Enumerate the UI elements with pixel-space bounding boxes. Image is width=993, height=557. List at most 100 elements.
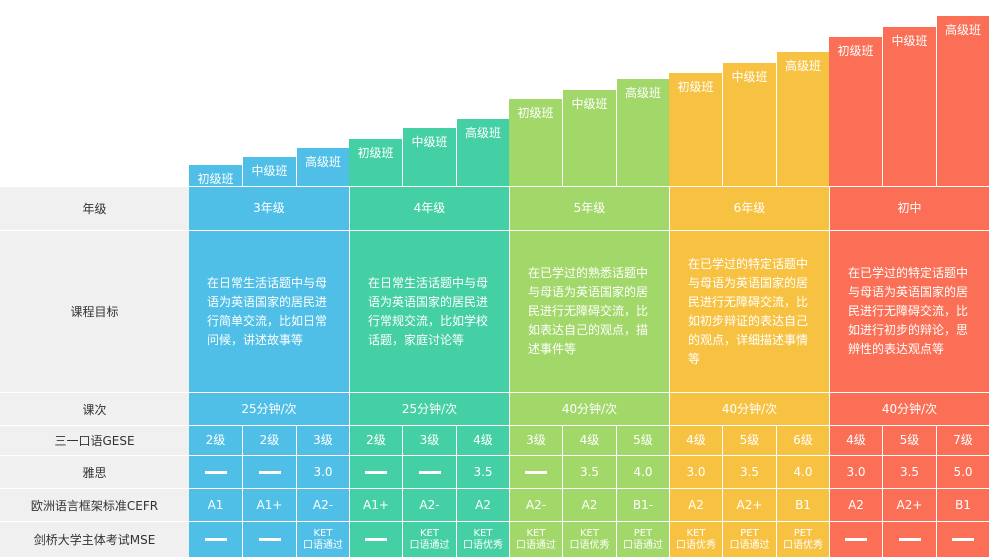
dash-mark <box>365 538 387 541</box>
ielts-cell <box>349 455 402 488</box>
dash-mark <box>365 470 387 474</box>
objective-text: 在已学过的特定话题中与母语为英语国家的居民进行无障碍交流，比如初步辩证的表达自己… <box>688 256 809 366</box>
level-tab-1-1[interactable]: 初级班 <box>189 165 242 186</box>
level-tab-4-3[interactable]: 高级班 <box>776 52 829 186</box>
mse-result: 口语通过 <box>409 539 450 551</box>
gese-cell: 4级 <box>669 425 722 455</box>
mse-exam: PET <box>793 527 813 539</box>
row-label-mse: 剑桥大学主体考试MSE <box>0 521 189 557</box>
grade-cell: 4年级 <box>349 186 509 230</box>
mse-cell: PET 口语通过 <box>722 521 776 557</box>
dash-mark <box>525 470 547 474</box>
cefr-cell: A1+ <box>349 488 402 521</box>
cefr-cell: B1- <box>616 488 669 521</box>
mse-exam: PET <box>633 527 653 539</box>
gese-cell: 5级 <box>722 425 776 455</box>
mse-result: 口语通过 <box>623 539 663 551</box>
ielts-cell: 5.0 <box>936 455 989 488</box>
gese-cell: 3级 <box>296 425 349 455</box>
mse-result: 口语优秀 <box>676 539 716 551</box>
dash-mark <box>258 470 281 474</box>
objective-text: 在已学过的特定话题中与母语为英语国家的居民进行无障碍交流，比如进行初步的辩论，思… <box>848 266 969 356</box>
mse-cell <box>189 521 242 557</box>
cefr-cell: A2+ <box>882 488 936 521</box>
dash-mark <box>204 470 227 474</box>
row-label-cefr: 欧洲语言框架标准CEFR <box>0 488 189 521</box>
ielts-cell: 3.5 <box>562 455 616 488</box>
gese-cell: 4级 <box>562 425 616 455</box>
gese-cell: 5级 <box>882 425 936 455</box>
mse-cell <box>829 521 882 557</box>
level-tab-2-1[interactable]: 初级班 <box>349 139 402 186</box>
mse-result: 口语通过 <box>303 539 343 551</box>
level-tab-4-2[interactable]: 中级班 <box>722 63 776 186</box>
mse-cell: PET 口语优秀 <box>776 521 829 557</box>
level-tab-4-1[interactable]: 初级班 <box>669 73 722 186</box>
mse-cell: KET 口语通过 <box>402 521 456 557</box>
objective-text: 在日常生活话题中与母语为英语国家的居民进行常规交流，比如学校话题，家庭讨论等 <box>368 275 489 347</box>
gese-cell: 5级 <box>616 425 669 455</box>
dash-mark <box>952 538 974 541</box>
lesson-cell: 40分钟/次 <box>509 392 669 425</box>
ielts-cell: 3.0 <box>669 455 722 488</box>
ielts-cell <box>242 455 296 488</box>
level-tab-3-2[interactable]: 中级班 <box>562 90 616 186</box>
dash-mark <box>258 538 281 541</box>
cefr-cell: A2- <box>402 488 456 521</box>
gese-cell: 3级 <box>509 425 562 455</box>
mse-exam: KET <box>526 527 546 539</box>
mse-cell: PET 口语通过 <box>616 521 669 557</box>
mse-cell <box>936 521 989 557</box>
ielts-cell: 4.0 <box>616 455 669 488</box>
objective-cell: 在日常生活话题中与母语为英语国家的居民进行常规交流，比如学校话题，家庭讨论等 <box>349 230 509 392</box>
row-label-gese: 三一口语GESE <box>0 425 189 455</box>
gese-cell: 2级 <box>189 425 242 455</box>
objective-cell: 在已学过的熟悉话题中与母语为英语国家的居民进行无障碍交流，比如表达自己的观点，描… <box>509 230 669 392</box>
gese-cell: 7级 <box>936 425 989 455</box>
mse-result: 口语优秀 <box>463 539 503 551</box>
cefr-cell: B1 <box>936 488 989 521</box>
ielts-cell: 3.5 <box>722 455 776 488</box>
objective-text: 在日常生活话题中与母语为英语国家的居民进行简单交流，比如日常问候，讲述故事等 <box>207 275 328 347</box>
cefr-cell: A2- <box>509 488 562 521</box>
mse-cell: KET 口语优秀 <box>562 521 616 557</box>
cefr-cell: A2+ <box>722 488 776 521</box>
cefr-cell: A2 <box>456 488 509 521</box>
mse-result: 口语通过 <box>729 539 770 551</box>
level-tab-5-3[interactable]: 高级班 <box>936 16 989 186</box>
mse-cell: KET 口语通过 <box>296 521 349 557</box>
mse-result: 口语通过 <box>516 539 556 551</box>
cefr-cell: A2- <box>296 488 349 521</box>
mse-exam: KET <box>473 527 493 539</box>
mse-exam: KET <box>420 527 439 539</box>
level-tab-1-3[interactable]: 高级班 <box>296 148 349 186</box>
level-tab-2-3[interactable]: 高级班 <box>456 119 509 186</box>
lesson-cell: 40分钟/次 <box>829 392 989 425</box>
level-tab-3-3[interactable]: 高级班 <box>616 79 669 186</box>
level-tab-1-2[interactable]: 中级班 <box>242 157 296 186</box>
cefr-cell: A2 <box>669 488 722 521</box>
gese-cell: 3级 <box>402 425 456 455</box>
level-tab-5-2[interactable]: 中级班 <box>882 27 936 186</box>
gese-cell: 4级 <box>829 425 882 455</box>
cefr-cell: A2 <box>562 488 616 521</box>
level-tab-2-2[interactable]: 中级班 <box>402 128 456 186</box>
level-tab-3-1[interactable]: 初级班 <box>509 99 562 186</box>
gese-cell: 4级 <box>456 425 509 455</box>
mse-cell: KET 口语通过 <box>509 521 562 557</box>
objective-cell: 在已学过的特定话题中与母语为英语国家的居民进行无障碍交流，比如进行初步的辩论，思… <box>829 230 989 392</box>
mse-cell <box>242 521 296 557</box>
cefr-cell: A1+ <box>242 488 296 521</box>
mse-cell <box>349 521 402 557</box>
dash-mark <box>845 538 867 541</box>
row-label-objective: 课程目标 <box>0 230 189 392</box>
grade-cell: 5年级 <box>509 186 669 230</box>
ielts-cell <box>402 455 456 488</box>
mse-result: 口语优秀 <box>569 539 610 551</box>
row-label-lesson: 课次 <box>0 392 189 425</box>
mse-exam: KET <box>686 527 706 539</box>
dash-mark <box>418 470 441 474</box>
ielts-cell: 3.0 <box>296 455 349 488</box>
objective-cell: 在已学过的特定话题中与母语为英语国家的居民进行无障碍交流，比如初步辩证的表达自己… <box>669 230 829 392</box>
level-tab-5-1[interactable]: 初级班 <box>829 37 882 186</box>
